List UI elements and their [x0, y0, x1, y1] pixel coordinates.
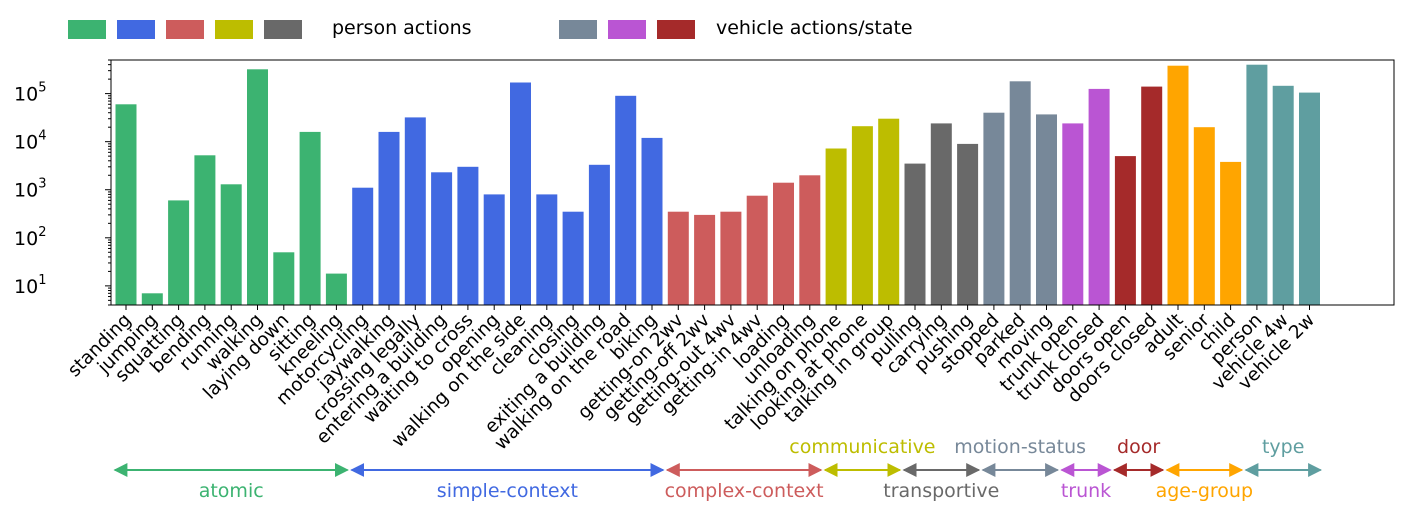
bar-getting-on-2wv [667, 211, 689, 305]
group-label-transportive: transportive [883, 480, 999, 502]
bar-running [220, 184, 242, 305]
bar-sitting [299, 131, 321, 305]
group-label-age-group: age-group [1156, 480, 1253, 502]
bar-getting-in-4wv [746, 195, 768, 305]
legend-person-swatch [215, 20, 253, 39]
y-tick-label: 103 [14, 177, 46, 202]
y-tick-label: 101 [14, 273, 46, 298]
group-label-simple-context: simple-context [437, 480, 578, 502]
bar-vehicle-2w [1299, 92, 1320, 305]
bar-cleaning [536, 194, 558, 305]
bar-adult [1167, 65, 1189, 305]
bar-bending [194, 155, 216, 305]
bar-trunk-open [1062, 123, 1084, 306]
bar-trunk-closed [1088, 88, 1110, 306]
legend-vehicle-swatch [657, 20, 695, 39]
bar-kneeling [325, 273, 347, 305]
bar-waiting-to-cross [457, 166, 479, 305]
bar-walking-on-the-side [510, 82, 531, 305]
bar-entering-a-building [431, 172, 453, 305]
legend-person-swatch [117, 20, 155, 39]
bar-doors-open [1114, 156, 1136, 305]
group-label-atomic: atomic [199, 480, 264, 502]
legend-person-swatch [264, 20, 302, 39]
legend-vehicle-actions-label: vehicle actions/state [716, 17, 913, 39]
bar-pushing [957, 143, 979, 305]
legend-person-swatch [68, 20, 106, 39]
group-label-communicative: communicative [789, 436, 935, 458]
bar-biking [641, 137, 663, 305]
legend-person-actions-label: person actions [332, 17, 472, 39]
bar-squatting [168, 200, 190, 305]
legend-vehicle-swatch [559, 20, 597, 39]
bar-walking-on-the-road [615, 95, 637, 305]
bar-parked [1009, 81, 1031, 305]
bar-talking-on-phone [825, 148, 847, 305]
group-label-trunk: trunk [1061, 480, 1111, 502]
legend-person-swatch [166, 20, 204, 39]
bar-jumping [141, 293, 163, 305]
legend-vehicle-swatch [608, 20, 646, 39]
bar-crossing-legally [404, 117, 426, 306]
legend [68, 20, 695, 39]
y-tick-label: 102 [14, 225, 46, 250]
bar-closing [562, 211, 584, 305]
bar-standing [115, 104, 137, 305]
group-annotations: atomic simple-context complex-context commu… [113, 436, 1323, 502]
bar-getting-out-4wv [720, 211, 742, 305]
bar-stopped [983, 112, 1005, 305]
bar-vehicle-4w [1272, 85, 1294, 305]
bar-talking-in-group [878, 118, 900, 305]
bar-opening [483, 194, 505, 305]
bar-doors-closed [1141, 86, 1163, 305]
bar-unloading [799, 175, 821, 305]
bar-child [1220, 161, 1242, 305]
bar-moving [1036, 114, 1057, 306]
group-label-door: door [1117, 436, 1160, 458]
bar-motorcycling [352, 187, 374, 305]
group-label-type: type [1262, 436, 1304, 458]
y-axis: 101 102 103 104 105 [14, 59, 111, 306]
y-tick-label: 105 [14, 81, 46, 106]
y-tick-label: 104 [14, 129, 46, 154]
bar-carrying [930, 123, 952, 306]
group-label-complex-context: complex-context [665, 480, 824, 502]
bar-laying-down [273, 252, 295, 305]
bar-senior [1193, 127, 1215, 305]
bar-exiting-a-building [588, 164, 610, 305]
group-label-motion-status: motion-status [954, 436, 1086, 458]
x-axis: standingjumpingsquattingbendingrunningwa… [64, 305, 1319, 454]
bars-layer [115, 64, 1320, 306]
bar-loading [773, 182, 794, 305]
bar-looking-at-phone [851, 126, 873, 305]
plot-frame [110, 59, 1395, 306]
bar-jaywalking [378, 131, 400, 305]
bar-getting-off-2wv [694, 214, 716, 305]
bar-walking [247, 69, 268, 305]
bar-pulling [904, 163, 926, 305]
bar-person [1246, 64, 1268, 305]
